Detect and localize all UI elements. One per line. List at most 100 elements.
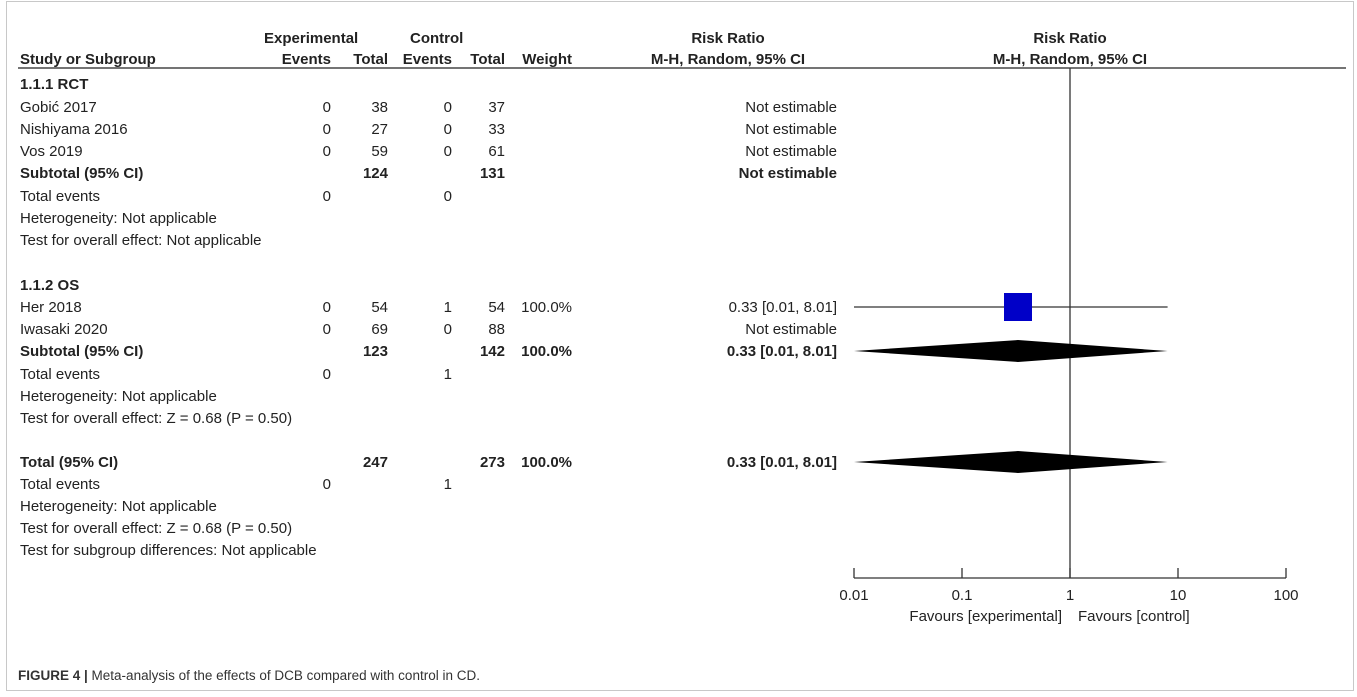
favours-control-label: Favours [control] — [1078, 608, 1190, 625]
cell-label: Total events — [20, 366, 100, 383]
caption-label: FIGURE 4 | — [18, 668, 88, 683]
cell-label: Total events — [20, 476, 100, 493]
cell-label: Her 2018 — [20, 299, 82, 316]
cell-exp-events: 0 — [323, 188, 331, 205]
table-row: Test for overall effect: Not applicable — [20, 232, 262, 249]
header-experimental: Experimental — [264, 30, 358, 47]
cell-risk-ratio-ci: Not estimable — [745, 143, 837, 160]
cell-risk-ratio-ci: Not estimable — [745, 99, 837, 116]
table-row: 1.1.1 RCT — [20, 76, 88, 93]
cell-exp-total: 69 — [371, 321, 388, 338]
header-risk-ratio-method: M-H, Random, 95% CI — [651, 51, 805, 68]
x-tick-label: 1 — [1066, 587, 1074, 604]
cell-risk-ratio-ci: Not estimable — [739, 165, 837, 182]
table-row: Total (95% CI) 247 273 100.0% 0.33 [0.01, 8.… — [20, 454, 837, 471]
figure-caption: FIGURE 4 | Meta-analysis of the effects … — [18, 668, 480, 683]
cell-risk-ratio-ci: 0.33 [0.01, 8.01] — [727, 343, 837, 360]
forest-plot: Experimental Control Risk Ratio M-H, Ran… — [18, 30, 1346, 625]
table-row: Subtotal (95% CI) 124 131 Not estimable — [20, 165, 837, 182]
x-tick-label: 0.01 — [839, 587, 868, 604]
cell-label: Test for overall effect: Z = 0.68 (P = 0… — [20, 410, 292, 427]
header-exp-total: Total — [353, 51, 388, 68]
cell-label: Iwasaki 2020 — [20, 321, 108, 338]
favours-experimental-label: Favours [experimental] — [909, 608, 1062, 625]
cell-risk-ratio-ci: Not estimable — [745, 321, 837, 338]
cell-ctl-events: 0 — [444, 188, 452, 205]
table-row: Heterogeneity: Not applicable — [20, 388, 217, 405]
header-exp-events: Events — [282, 51, 331, 68]
cell-weight: 100.0% — [521, 299, 572, 316]
cell-exp-total: 123 — [363, 343, 388, 360]
cell-label: Total (95% CI) — [20, 454, 118, 471]
table-row: Test for overall effect: Z = 0.68 (P = 0… — [20, 520, 292, 537]
cell-label: Test for overall effect: Z = 0.68 (P = 0… — [20, 520, 292, 537]
cell-exp-events: 0 — [323, 321, 331, 338]
table-row: 1.1.2 OS — [20, 277, 79, 294]
table-row: Heterogeneity: Not applicable — [20, 498, 217, 515]
cell-ctl-total: 273 — [480, 454, 505, 471]
cell-label: Heterogeneity: Not applicable — [20, 388, 217, 405]
cell-label: Subtotal (95% CI) — [20, 165, 143, 182]
cell-exp-total: 38 — [371, 99, 388, 116]
cell-exp-events: 0 — [323, 99, 331, 116]
cell-ctl-events: 1 — [444, 366, 452, 383]
cell-risk-ratio-ci: 0.33 [0.01, 8.01] — [727, 454, 837, 471]
header-study: Study or Subgroup — [20, 51, 156, 68]
cell-ctl-events: 0 — [444, 121, 452, 138]
cell-label: Nishiyama 2016 — [20, 121, 128, 138]
cell-label: Test for overall effect: Not applicable — [20, 232, 262, 249]
cell-ctl-events: 1 — [444, 299, 452, 316]
x-tick-label: 0.1 — [952, 587, 973, 604]
cell-label: Total events — [20, 188, 100, 205]
cell-weight: 100.0% — [521, 343, 572, 360]
forest-plot-area: 0.01 0.1 1 10 100 Favours [experimental] Favou… — [839, 68, 1299, 625]
cell-ctl-total: 54 — [488, 299, 505, 316]
cell-exp-events: 0 — [323, 366, 331, 383]
pooled-diamond — [854, 451, 1168, 473]
table-row: Vos 2019 0 59 0 61 Not estimable — [20, 143, 837, 160]
cell-label: Heterogeneity: Not applicable — [20, 210, 217, 227]
cell-ctl-events: 0 — [444, 99, 452, 116]
cell-weight: 100.0% — [521, 454, 572, 471]
cell-exp-events: 0 — [323, 299, 331, 316]
header-risk-ratio: Risk Ratio — [691, 30, 764, 47]
table-row: Gobić 2017 0 38 0 37 Not estimable — [20, 99, 837, 116]
cell-label: 1.1.1 RCT — [20, 76, 88, 93]
pooled-diamond — [854, 340, 1168, 362]
cell-ctl-total: 131 — [480, 165, 505, 182]
plot-header-method: M-H, Random, 95% CI — [993, 51, 1147, 68]
cell-exp-total: 247 — [363, 454, 388, 471]
study-marker — [1003, 293, 1032, 321]
header-weight: Weight — [522, 51, 572, 68]
table-row: Iwasaki 2020 0 69 0 88 Not estimable — [20, 321, 837, 338]
x-tick-label: 100 — [1273, 587, 1298, 604]
cell-exp-total: 59 — [371, 143, 388, 160]
cell-exp-events: 0 — [323, 143, 331, 160]
cell-exp-total: 27 — [371, 121, 388, 138]
cell-label: Test for subgroup differences: Not appli… — [20, 542, 317, 559]
cell-ctl-total: 61 — [488, 143, 505, 160]
cell-label: 1.1.2 OS — [20, 277, 79, 294]
table-row: Total events 0 1 — [20, 476, 452, 493]
cell-label: Vos 2019 — [20, 143, 83, 160]
cell-ctl-events: 0 — [444, 143, 452, 160]
header-control: Control — [410, 30, 463, 47]
cell-exp-total: 124 — [363, 165, 389, 182]
x-tick-label: 10 — [1170, 587, 1187, 604]
cell-risk-ratio-ci: Not estimable — [745, 121, 837, 138]
caption-text: Meta-analysis of the effects of DCB comp… — [87, 668, 480, 683]
table-row: Test for overall effect: Z = 0.68 (P = 0… — [20, 410, 292, 427]
cell-risk-ratio-ci: 0.33 [0.01, 8.01] — [729, 299, 837, 316]
cell-exp-events: 0 — [323, 121, 331, 138]
header-ctl-events: Events — [403, 51, 452, 68]
table-row: Total events 0 1 — [20, 366, 452, 383]
cell-ctl-events: 1 — [444, 476, 452, 493]
table-row: Heterogeneity: Not applicable — [20, 210, 217, 227]
header-ctl-total: Total — [470, 51, 505, 68]
cell-exp-total: 54 — [371, 299, 388, 316]
cell-ctl-total: 37 — [488, 99, 505, 116]
table-row: Her 2018 0 54 1 54 100.0% 0.33 [0.01, 8.01] — [20, 299, 837, 316]
table-row: Test for subgroup differences: Not appli… — [20, 542, 317, 559]
figure-frame — [6, 1, 1354, 691]
